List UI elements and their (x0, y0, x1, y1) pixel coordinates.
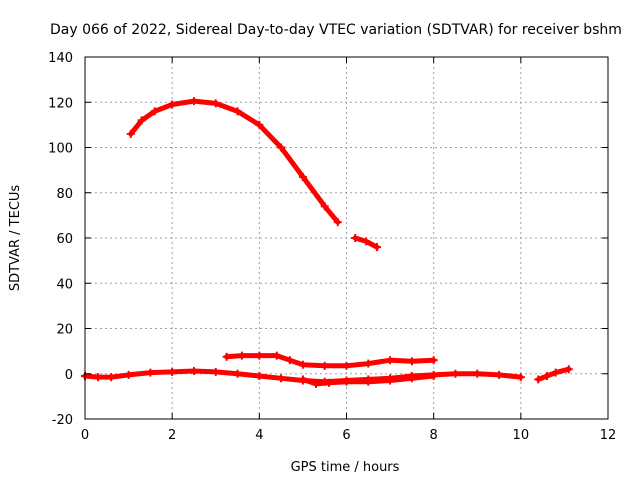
series-line-arc-base-3 (535, 366, 572, 382)
data-point (233, 369, 242, 378)
x-tick-label: 0 (81, 428, 89, 443)
data-point (564, 365, 573, 374)
data-point (495, 370, 504, 379)
y-axis-label: SDTVAR / TECUs (8, 185, 23, 292)
x-axis-label: GPS time / hours (291, 460, 400, 475)
x-tick-label: 12 (600, 428, 617, 443)
data-point (211, 367, 220, 376)
data-point (272, 351, 281, 360)
y-tick-label: 140 (48, 51, 73, 66)
y-tick-label: -20 (52, 413, 73, 428)
data-point (189, 97, 198, 106)
data-point (516, 373, 525, 382)
data-point (386, 356, 395, 365)
y-tick-label: 40 (56, 277, 73, 292)
data-point (298, 172, 307, 181)
y-tick-label: 20 (56, 323, 73, 338)
series-line-arc-base-1 (82, 368, 524, 385)
y-tick-label: 80 (56, 187, 73, 202)
data-point (211, 99, 220, 108)
data-point (285, 356, 294, 365)
data-point (255, 372, 264, 381)
y-tick-label: 120 (48, 96, 73, 111)
data-point (237, 351, 246, 360)
x-tick-label: 4 (255, 428, 263, 443)
data-point (551, 368, 560, 377)
y-tick-label: 100 (48, 142, 73, 157)
data-point (146, 368, 155, 377)
series-line-arc-mid (224, 353, 437, 369)
y-tick-label: 0 (65, 368, 73, 383)
data-point (255, 120, 264, 129)
data-point (320, 202, 329, 211)
data-point (222, 352, 231, 361)
data-point (150, 107, 159, 116)
x-tick-label: 10 (513, 428, 530, 443)
data-point (277, 143, 286, 152)
data-point (364, 359, 373, 368)
data-point (473, 369, 482, 378)
data-point (137, 116, 146, 125)
ticks: 0 2 4 6 8 10 12 -20 0 20 40 60 80 100 120 140 (48, 51, 616, 443)
y-tick-label: 60 (56, 232, 73, 247)
data-point (407, 374, 416, 383)
chart-title: Day 066 of 2022, Sidereal Day-to-day VTE… (50, 22, 622, 38)
series-line-arc-high (128, 98, 341, 225)
data-point (429, 372, 438, 381)
data-point (94, 373, 103, 382)
data-point (333, 218, 342, 227)
x-tick-label: 8 (430, 428, 438, 443)
data-point (364, 377, 373, 386)
data-point (362, 237, 371, 246)
series-group (81, 97, 573, 388)
data-point (386, 376, 395, 385)
data-point (325, 378, 334, 387)
data-point (407, 357, 416, 366)
data-point (168, 100, 177, 109)
data-point (534, 375, 543, 384)
x-tick-label: 2 (168, 428, 176, 443)
data-point (373, 243, 382, 252)
data-point (168, 367, 177, 376)
data-point (311, 379, 320, 388)
data-point (124, 370, 133, 379)
data-point (342, 361, 351, 370)
data-point (277, 374, 286, 383)
data-point (255, 351, 264, 360)
data-point (542, 372, 551, 381)
data-point (320, 361, 329, 370)
data-point (298, 375, 307, 384)
data-point (342, 377, 351, 386)
data-point (189, 367, 198, 376)
data-point (429, 356, 438, 365)
data-point (233, 107, 242, 116)
data-point (298, 360, 307, 369)
x-tick-label: 6 (342, 428, 350, 443)
data-point (107, 373, 116, 382)
data-point (451, 369, 460, 378)
data-point (351, 234, 360, 242)
data-point (126, 129, 135, 138)
